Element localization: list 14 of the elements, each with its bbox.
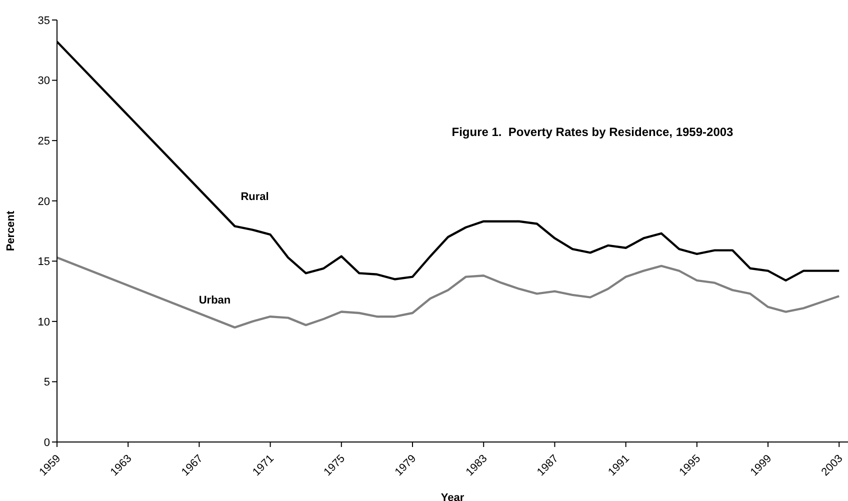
series-label: Rural — [240, 191, 269, 204]
y-tick-label: 15 — [38, 256, 50, 268]
y-tick-label: 0 — [44, 436, 50, 449]
text: Figure 1. Poverty Rates by Residence, 1959-2003 — [450, 125, 734, 139]
line-series — [57, 256, 840, 329]
y-tick-label: 25 — [38, 135, 50, 148]
y-tick-label: 5 — [44, 376, 50, 389]
y-axis-title: Percent — [4, 210, 17, 252]
y-tick-label: 35 — [38, 14, 50, 27]
y-tick-label: 20 — [38, 196, 50, 208]
series-label: Urban — [198, 294, 231, 306]
x-axis-title: Year — [440, 492, 465, 501]
y-tick-label: 30 — [38, 75, 50, 88]
y-tick-label: 10 — [38, 316, 50, 328]
